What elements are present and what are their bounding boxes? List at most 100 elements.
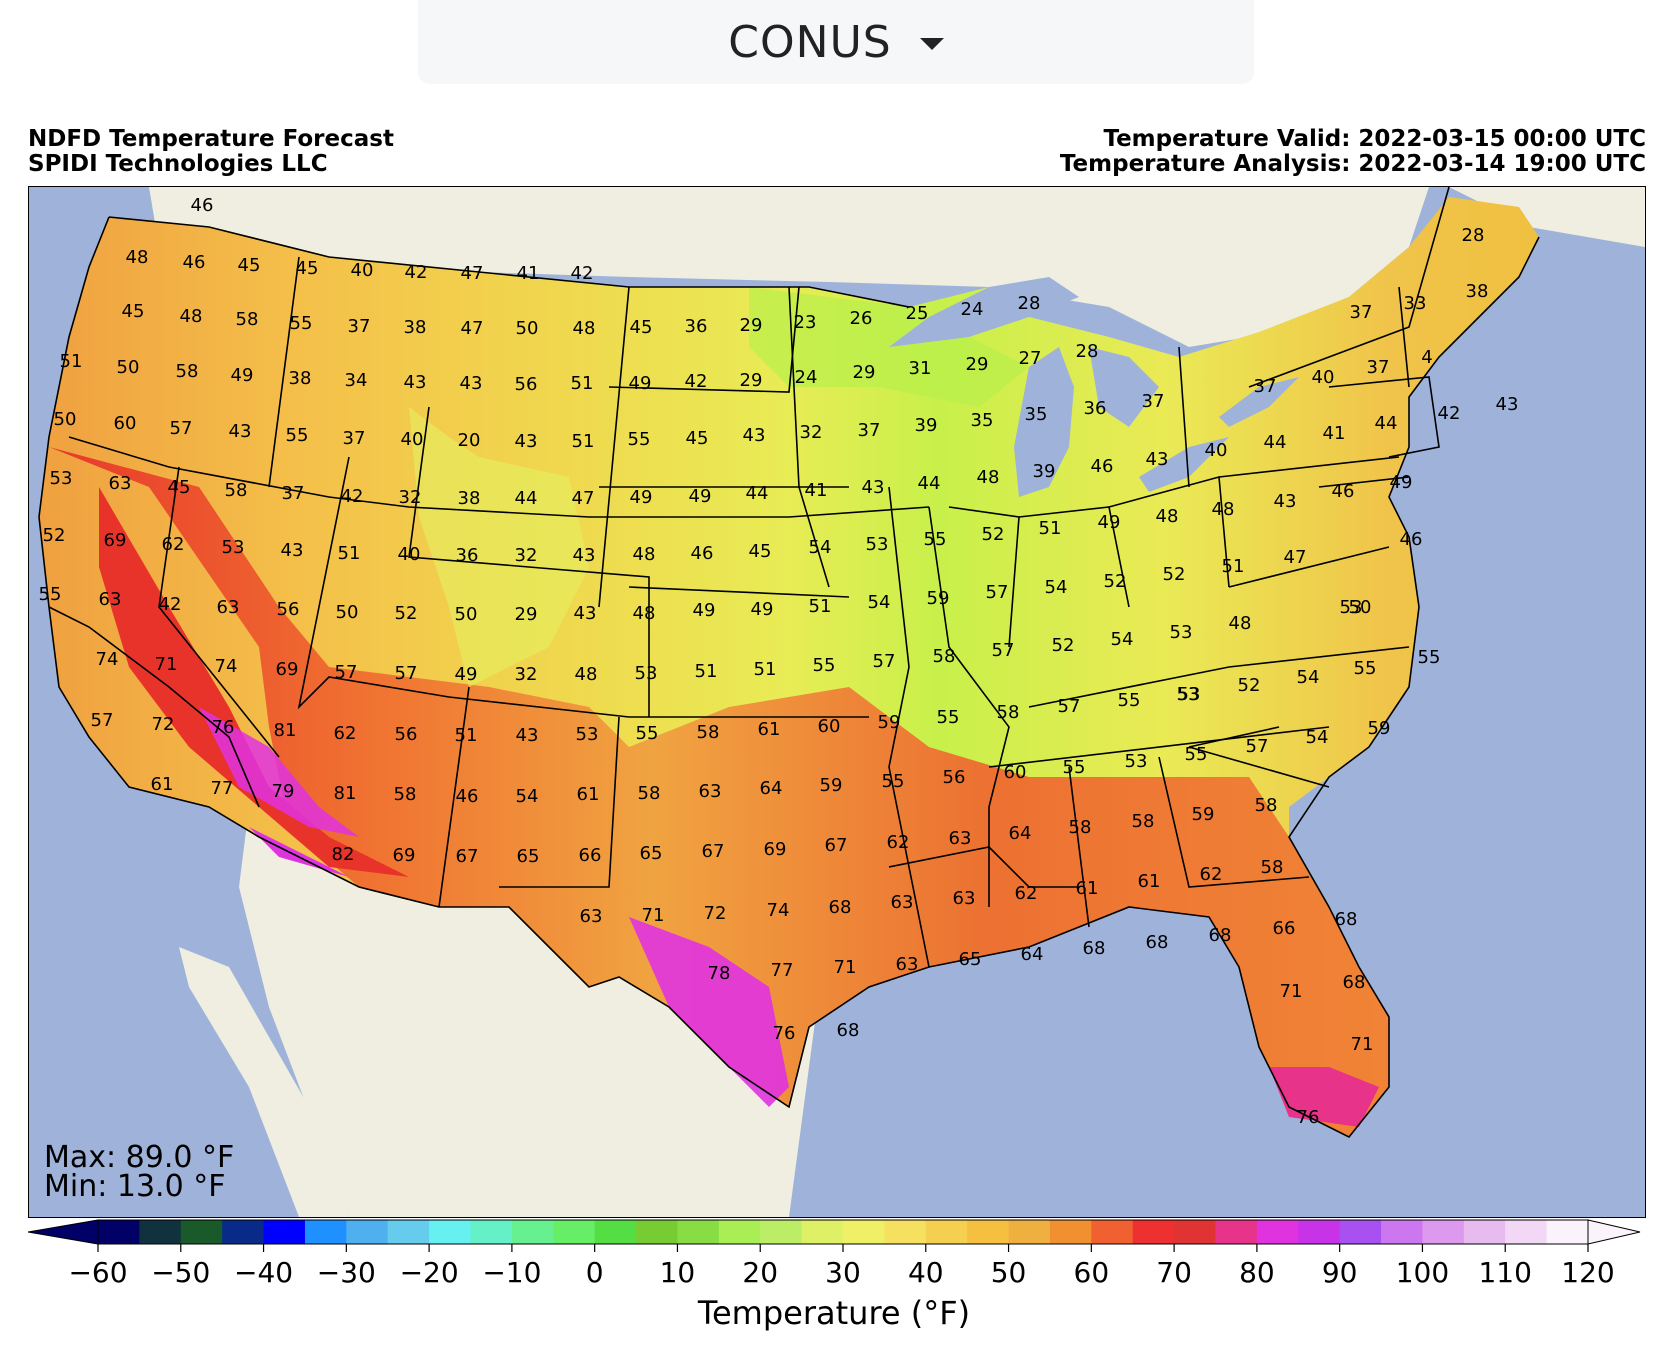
temperature-label: 48 — [633, 544, 656, 565]
caret-down-icon — [919, 38, 944, 50]
temperature-label: 46 — [1400, 529, 1423, 550]
temperature-label: 53 — [1178, 684, 1201, 705]
colorbar-segment — [884, 1220, 927, 1244]
colorbar-segment — [1381, 1220, 1423, 1244]
header-right: Temperature Valid: 2022-03-15 00:00 UTC T… — [1060, 127, 1646, 177]
temperature-label: 46 — [1332, 481, 1355, 502]
temperature-label: 40 — [398, 544, 421, 565]
temperature-label: 62 — [1015, 883, 1038, 904]
colorbar-segment — [263, 1220, 306, 1244]
temperature-label: 51 — [1039, 518, 1062, 539]
temperature-label: 50 — [117, 357, 140, 378]
temperature-label: 52 — [1238, 675, 1261, 696]
temperature-label: 78 — [708, 963, 731, 984]
temperature-label: 44 — [1264, 432, 1287, 453]
temperature-label: 43 — [515, 431, 538, 452]
colorbar-tick-label: 20 — [742, 1256, 778, 1289]
colorbar-tick-label: −10 — [482, 1256, 541, 1289]
temperature-label: 53 — [50, 468, 73, 489]
us-temperature-field — [39, 197, 1539, 1137]
temperature-label: 59 — [927, 588, 950, 609]
temperature-map: 46 48 46 45 45 40 42 47 41 42 45 48 58 55 37 38 47 50 48 45… — [28, 186, 1646, 1218]
colorbar-segment — [801, 1220, 844, 1244]
temperature-label: 68 — [829, 897, 852, 918]
temperature-label: 28 — [1076, 341, 1099, 362]
temperature-label: 23 — [794, 312, 817, 333]
temperature-label: 55 — [1063, 757, 1086, 778]
temperature-label: 43 — [1146, 449, 1169, 470]
temperature-label: 57 — [395, 663, 418, 684]
temperature-label: 29 — [740, 315, 763, 336]
temperature-label: 58 — [638, 783, 661, 804]
temperature-label: 48 — [180, 306, 203, 327]
temperature-label: 43 — [862, 477, 885, 498]
temperature-label: 47 — [572, 488, 595, 509]
temperature-label: 55 — [1418, 647, 1441, 668]
temperature-label: 62 — [1200, 864, 1223, 885]
region-dropdown[interactable]: CONUS — [418, 0, 1254, 84]
temperature-label: 20 — [458, 430, 481, 451]
temperature-label: 58 — [394, 784, 417, 805]
temperature-label: 58 — [697, 722, 720, 743]
temperature-label: 62 — [887, 832, 910, 853]
temperature-label: 46 — [1091, 456, 1114, 477]
colorbar-segment — [1505, 1220, 1548, 1244]
temperature-label: 49 — [455, 664, 478, 685]
temperature-label: 55 — [1118, 690, 1141, 711]
temperature-label: 64 — [1009, 823, 1032, 844]
temperature-label: 71 — [642, 905, 665, 926]
temperature-label: 49 — [629, 373, 652, 394]
temperature-label: 45 — [630, 317, 653, 338]
colorbar-segment — [1132, 1220, 1175, 1244]
temperature-label: 37 — [1350, 302, 1373, 323]
temperature-label: 57 — [335, 662, 358, 683]
temperature-label: 27 — [1019, 348, 1042, 369]
temperature-label: 61 — [151, 774, 174, 795]
temperature-label: 52 — [395, 603, 418, 624]
temperature-label: 76 — [1297, 1107, 1320, 1128]
colorbar-segment — [139, 1220, 182, 1244]
temperature-label: 63 — [891, 892, 914, 913]
temperature-label: 55 — [39, 584, 62, 605]
temperature-label: 56 — [395, 724, 418, 745]
temperature-label: 38 — [289, 368, 312, 389]
colorbar-segment — [1049, 1220, 1092, 1244]
temperature-label: 81 — [274, 720, 297, 741]
provider-name: SPIDI Technologies LLC — [28, 151, 328, 177]
temperature-label: 37 — [348, 316, 371, 337]
colorbar-segment — [304, 1220, 347, 1244]
temperature-label: 58 — [1255, 795, 1278, 816]
temperature-label: 39 — [915, 415, 938, 436]
temperature-label: 58 — [225, 480, 248, 501]
temperature-label: 43 — [281, 540, 304, 561]
colorbar-tick-label: −50 — [151, 1256, 210, 1289]
temperature-label: 41 — [1323, 423, 1346, 444]
temperature-label: 57 — [91, 710, 114, 731]
temperature-label: 49 — [689, 486, 712, 507]
temperature-label: 36 — [456, 545, 479, 566]
temperature-label: 43 — [574, 603, 597, 624]
colorbar-segment — [925, 1220, 968, 1244]
temperature-label: 69 — [393, 845, 416, 866]
temperature-label: 53 — [1340, 597, 1363, 618]
temperature-label: 48 — [1229, 613, 1252, 634]
temperature-label: 24 — [795, 367, 818, 388]
temperature-label: 61 — [1138, 871, 1161, 892]
temperature-label: 68 — [1343, 972, 1366, 993]
temperature-label: 65 — [959, 949, 982, 970]
temperature-label: 65 — [640, 843, 663, 864]
temperature-label: 40 — [1312, 367, 1335, 388]
temperature-label: 45 — [686, 428, 709, 449]
temperature-label: 45 — [749, 541, 772, 562]
temperature-label: 28 — [1462, 225, 1485, 246]
temperature-label: 37 — [858, 420, 881, 441]
temperature-label: 29 — [966, 354, 989, 375]
region-dropdown-label: CONUS — [728, 16, 892, 68]
temperature-label: 52 — [982, 524, 1005, 545]
temperature-label: 46 — [183, 252, 206, 273]
temperature-label: 46 — [691, 543, 714, 564]
colorbar-segment — [1546, 1220, 1589, 1244]
temperature-label: 25 — [906, 303, 929, 324]
colorbar-segment — [222, 1220, 265, 1244]
colorbar-tick-label: 120 — [1561, 1256, 1614, 1289]
